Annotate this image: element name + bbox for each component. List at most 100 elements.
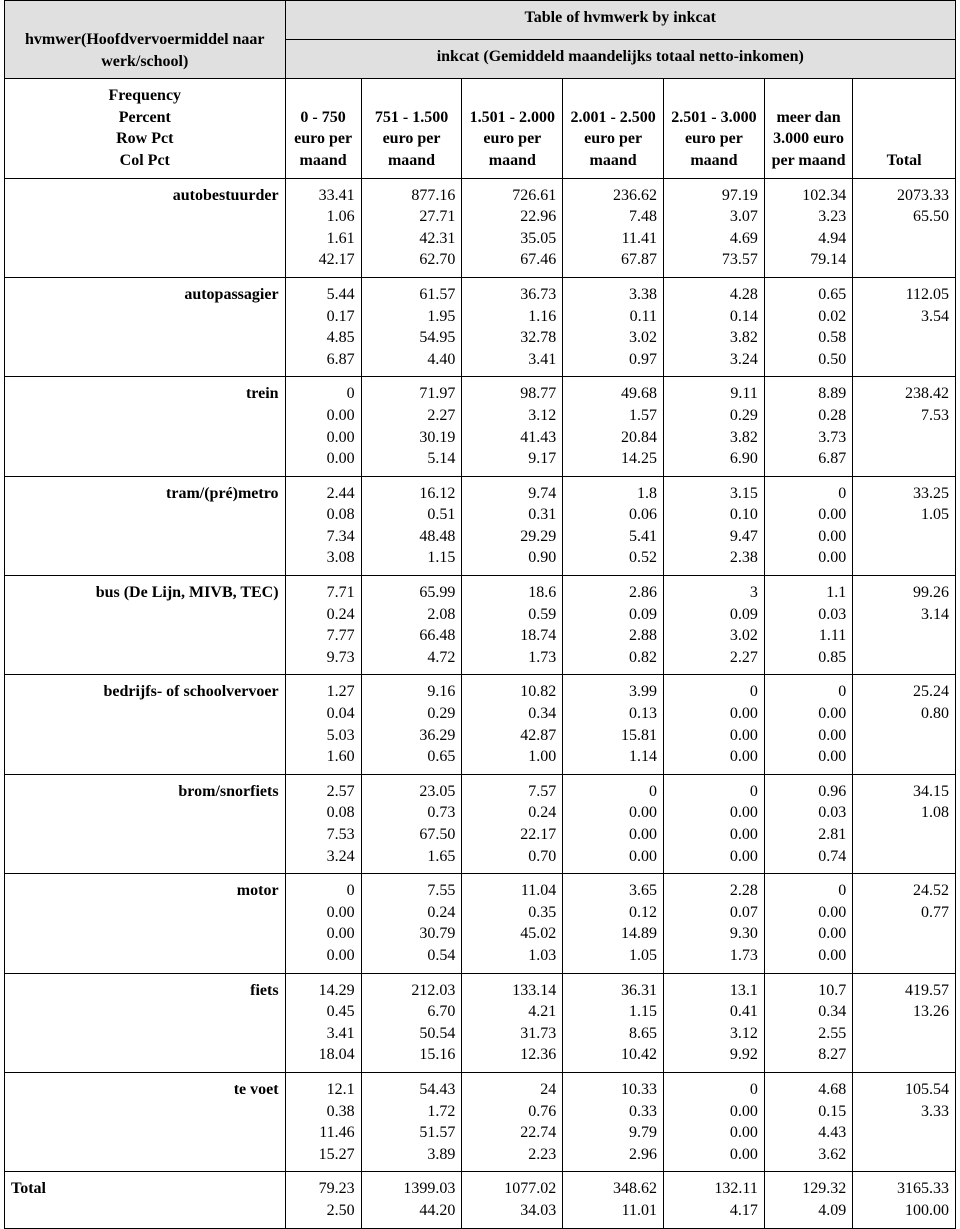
table-row: tram/(pré)metro2.44 0.08 7.34 3.0816.12 … <box>5 476 956 575</box>
data-cell: 236.62 7.48 11.41 67.87 <box>563 178 664 277</box>
col-total-cell: 1399.03 44.20 <box>361 1172 462 1228</box>
data-cell: 2.44 0.08 7.34 3.08 <box>285 476 361 575</box>
data-cell: 33.41 1.06 1.61 42.17 <box>285 178 361 277</box>
data-cell: 0 0.00 0.00 0.00 <box>664 774 765 873</box>
data-cell: 3.38 0.11 3.02 0.97 <box>563 277 664 376</box>
stat-label: Row Pct <box>11 128 279 150</box>
data-cell: 54.43 1.72 51.57 3.89 <box>361 1072 462 1171</box>
table-row: bedrijfs- of schoolvervoer1.27 0.04 5.03… <box>5 675 956 774</box>
data-cell: 4.28 0.14 3.82 3.24 <box>664 277 765 376</box>
data-cell: 3.99 0.13 15.81 1.14 <box>563 675 664 774</box>
col-total-cell: 348.62 11.01 <box>563 1172 664 1228</box>
row-label: bus (De Lijn, MIVB, TEC) <box>5 576 286 675</box>
row-var-label: hvmwer(Hoofdvervoermiddel naar werk/scho… <box>11 29 279 72</box>
data-cell: 1.1 0.03 1.11 0.85 <box>764 576 852 675</box>
data-cell: 0 0.00 0.00 0.00 <box>285 377 361 476</box>
stat-label: Frequency <box>11 85 279 107</box>
data-cell: 2.28 0.07 9.30 1.73 <box>664 874 765 973</box>
row-var-header: hvmwer(Hoofdvervoermiddel naar werk/scho… <box>5 1 286 79</box>
column-header: 751 - 1.500 euro per maand <box>361 79 462 178</box>
data-cell: 102.34 3.23 4.94 79.14 <box>764 178 852 277</box>
data-cell: 1.8 0.06 5.41 0.52 <box>563 476 664 575</box>
total-column-header: Total <box>853 79 956 178</box>
data-cell: 5.44 0.17 4.85 6.87 <box>285 277 361 376</box>
data-cell: 9.11 0.29 3.82 6.90 <box>664 377 765 476</box>
data-cell: 10.7 0.34 2.55 8.27 <box>764 973 852 1072</box>
data-cell: 0 0.00 0.00 0.00 <box>764 874 852 973</box>
data-cell: 0 0.00 0.00 0.00 <box>764 675 852 774</box>
row-total-cell: 105.54 3.33 <box>853 1072 956 1171</box>
data-cell: 10.33 0.33 9.79 2.96 <box>563 1072 664 1171</box>
data-cell: 18.6 0.59 18.74 1.73 <box>462 576 563 675</box>
table-row: bus (De Lijn, MIVB, TEC)7.71 0.24 7.77 9… <box>5 576 956 675</box>
data-cell: 65.99 2.08 66.48 4.72 <box>361 576 462 675</box>
data-cell: 61.57 1.95 54.95 4.40 <box>361 277 462 376</box>
column-header: 0 - 750 euro per maand <box>285 79 361 178</box>
row-label: brom/snorfiets <box>5 774 286 873</box>
data-cell: 98.77 3.12 41.43 9.17 <box>462 377 563 476</box>
col-var-label: inkcat (Gemiddeld maandelijks totaal net… <box>285 40 955 79</box>
row-total-cell: 34.15 1.08 <box>853 774 956 873</box>
table-row: autopassagier5.44 0.17 4.85 6.8761.57 1.… <box>5 277 956 376</box>
crosstab-table: hvmwer(Hoofdvervoermiddel naar werk/scho… <box>4 0 956 1229</box>
column-header: 2.001 - 2.500 euro per maand <box>563 79 664 178</box>
data-cell: 0 0.00 0.00 0.00 <box>563 774 664 873</box>
data-cell: 3 0.09 3.02 2.27 <box>664 576 765 675</box>
row-total-cell: 2073.33 65.50 <box>853 178 956 277</box>
row-label: tram/(pré)metro <box>5 476 286 575</box>
col-total-cell: 1077.02 34.03 <box>462 1172 563 1228</box>
data-cell: 16.12 0.51 48.48 1.15 <box>361 476 462 575</box>
row-label: bedrijfs- of schoolvervoer <box>5 675 286 774</box>
table-row: trein0 0.00 0.00 0.0071.97 2.27 30.19 5.… <box>5 377 956 476</box>
col-total-cell: 79.23 2.50 <box>285 1172 361 1228</box>
data-cell: 877.16 27.71 42.31 62.70 <box>361 178 462 277</box>
row-label: motor <box>5 874 286 973</box>
col-total-cell: 129.32 4.09 <box>764 1172 852 1228</box>
table-row: motor0 0.00 0.00 0.007.55 0.24 30.79 0.5… <box>5 874 956 973</box>
data-cell: 36.73 1.16 32.78 3.41 <box>462 277 563 376</box>
data-cell: 7.55 0.24 30.79 0.54 <box>361 874 462 973</box>
data-cell: 10.82 0.34 42.87 1.00 <box>462 675 563 774</box>
data-cell: 0.96 0.03 2.81 0.74 <box>764 774 852 873</box>
data-cell: 36.31 1.15 8.65 10.42 <box>563 973 664 1072</box>
data-cell: 8.89 0.28 3.73 6.87 <box>764 377 852 476</box>
grand-total-cell: 3165.33 100.00 <box>853 1172 956 1228</box>
row-total-cell: 238.42 7.53 <box>853 377 956 476</box>
stat-labels: FrequencyPercentRow PctCol Pct <box>5 79 286 178</box>
data-cell: 3.65 0.12 14.89 1.05 <box>563 874 664 973</box>
data-cell: 71.97 2.27 30.19 5.14 <box>361 377 462 476</box>
col-total-cell: 132.11 4.17 <box>664 1172 765 1228</box>
data-cell: 0 0.00 0.00 0.00 <box>664 675 765 774</box>
table-row: te voet12.1 0.38 11.46 15.2754.43 1.72 5… <box>5 1072 956 1171</box>
data-cell: 0 0.00 0.00 0.00 <box>285 874 361 973</box>
table-row: brom/snorfiets2.57 0.08 7.53 3.2423.05 0… <box>5 774 956 873</box>
data-cell: 3.15 0.10 9.47 2.38 <box>664 476 765 575</box>
table-row: fiets14.29 0.45 3.41 18.04212.03 6.70 50… <box>5 973 956 1072</box>
data-cell: 9.16 0.29 36.29 0.65 <box>361 675 462 774</box>
data-cell: 0.65 0.02 0.58 0.50 <box>764 277 852 376</box>
data-cell: 4.68 0.15 4.43 3.62 <box>764 1072 852 1171</box>
row-total-cell: 419.57 13.26 <box>853 973 956 1072</box>
row-label: autobestuurder <box>5 178 286 277</box>
data-cell: 13.1 0.41 3.12 9.92 <box>664 973 765 1072</box>
super-title: Table of hvmwerk by inkcat <box>292 7 949 29</box>
data-cell: 2.57 0.08 7.53 3.24 <box>285 774 361 873</box>
data-cell: 12.1 0.38 11.46 15.27 <box>285 1072 361 1171</box>
row-label: te voet <box>5 1072 286 1171</box>
row-total-cell: 25.24 0.80 <box>853 675 956 774</box>
data-cell: 49.68 1.57 20.84 14.25 <box>563 377 664 476</box>
row-total-cell: 112.05 3.54 <box>853 277 956 376</box>
data-cell: 133.14 4.21 31.73 12.36 <box>462 973 563 1072</box>
data-cell: 9.74 0.31 29.29 0.90 <box>462 476 563 575</box>
column-header: 2.501 - 3.000 euro per maand <box>664 79 765 178</box>
data-cell: 14.29 0.45 3.41 18.04 <box>285 973 361 1072</box>
row-total-cell: 33.25 1.05 <box>853 476 956 575</box>
data-cell: 23.05 0.73 67.50 1.65 <box>361 774 462 873</box>
data-cell: 212.03 6.70 50.54 15.16 <box>361 973 462 1072</box>
total-row-label: Total <box>5 1172 286 1228</box>
data-cell: 24 0.76 22.74 2.23 <box>462 1072 563 1171</box>
row-label: autopassagier <box>5 277 286 376</box>
stat-label: Percent <box>11 107 279 129</box>
data-cell: 7.57 0.24 22.17 0.70 <box>462 774 563 873</box>
row-label: trein <box>5 377 286 476</box>
